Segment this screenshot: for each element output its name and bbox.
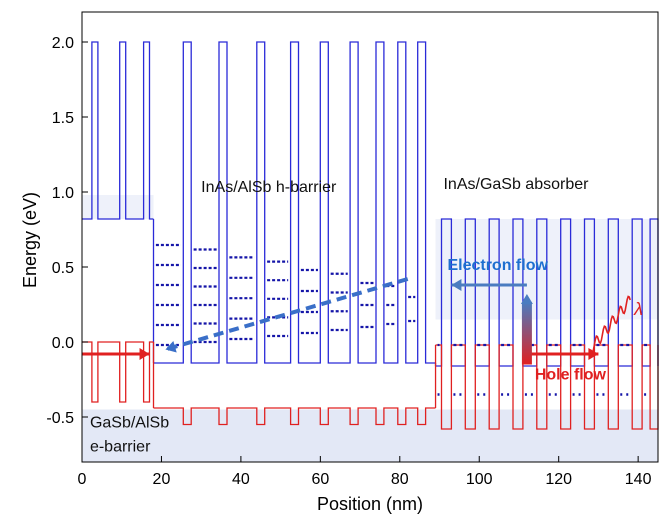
excitation-arrow-head <box>520 294 533 304</box>
band-edge-series-1-region-0 <box>82 341 154 403</box>
y-tick-label: -0.5 <box>46 410 74 427</box>
annotation-hole-flow: Hole flow <box>535 367 607 384</box>
y-tick-label: 1.0 <box>52 185 74 202</box>
annotation-wavelength-symbol: λ <box>633 299 643 319</box>
ebarrier-shading <box>82 195 154 219</box>
electron-dashed-arrow <box>164 277 409 352</box>
x-tick-label: 60 <box>311 471 329 488</box>
band-edge-series-1-region-2 <box>435 344 659 430</box>
x-tick-label: 40 <box>232 471 250 488</box>
band-edge-series-0-region-1 <box>153 41 436 364</box>
x-tick-label: 80 <box>391 471 409 488</box>
electron-dashed-arrow-head <box>165 340 177 353</box>
x-tick-label: 0 <box>78 471 87 488</box>
excitation-arrow <box>521 302 532 365</box>
photon-wave <box>589 295 631 355</box>
electron-flow-arrow-head <box>451 279 462 291</box>
axes: 0 20 40 60 80 100 120 140 -0.5 0.0 0.5 1.0 1.5 2.0 <box>46 11 659 488</box>
annotation-e-barrier-line1: GaSb/AlSb <box>90 415 169 432</box>
band-edge-layer <box>82 41 659 430</box>
valence-shading <box>82 409 658 462</box>
x-tick-label: 120 <box>545 471 572 488</box>
band-edge-series-0-region-0 <box>82 41 154 220</box>
x-tick-label: 20 <box>153 471 171 488</box>
band-edge-series-1-region-1 <box>153 407 436 426</box>
annotation-e-barrier-line2: e-barrier <box>90 439 151 456</box>
annotation-h-barrier: InAs/AlSb h-barrier <box>201 179 337 196</box>
x-tick-label: 140 <box>625 471 652 488</box>
flow-arrow-layer <box>82 277 631 365</box>
y-tick-label: 1.5 <box>52 110 74 127</box>
x-tick-label: 100 <box>466 471 493 488</box>
y-tick-label: 0.0 <box>52 335 74 352</box>
y-axis-label: Energy (eV) <box>20 192 40 288</box>
hole-left-arrow-head <box>139 348 150 360</box>
x-axis-label: Position (nm) <box>317 494 423 514</box>
y-tick-label: 2.0 <box>52 35 74 52</box>
annotation-electron-flow: Electron flow <box>447 257 548 274</box>
plot-frame <box>81 11 659 463</box>
y-tick-label: 0.5 <box>52 260 74 277</box>
annotation-absorber: InAs/GaSb absorber <box>443 176 589 193</box>
